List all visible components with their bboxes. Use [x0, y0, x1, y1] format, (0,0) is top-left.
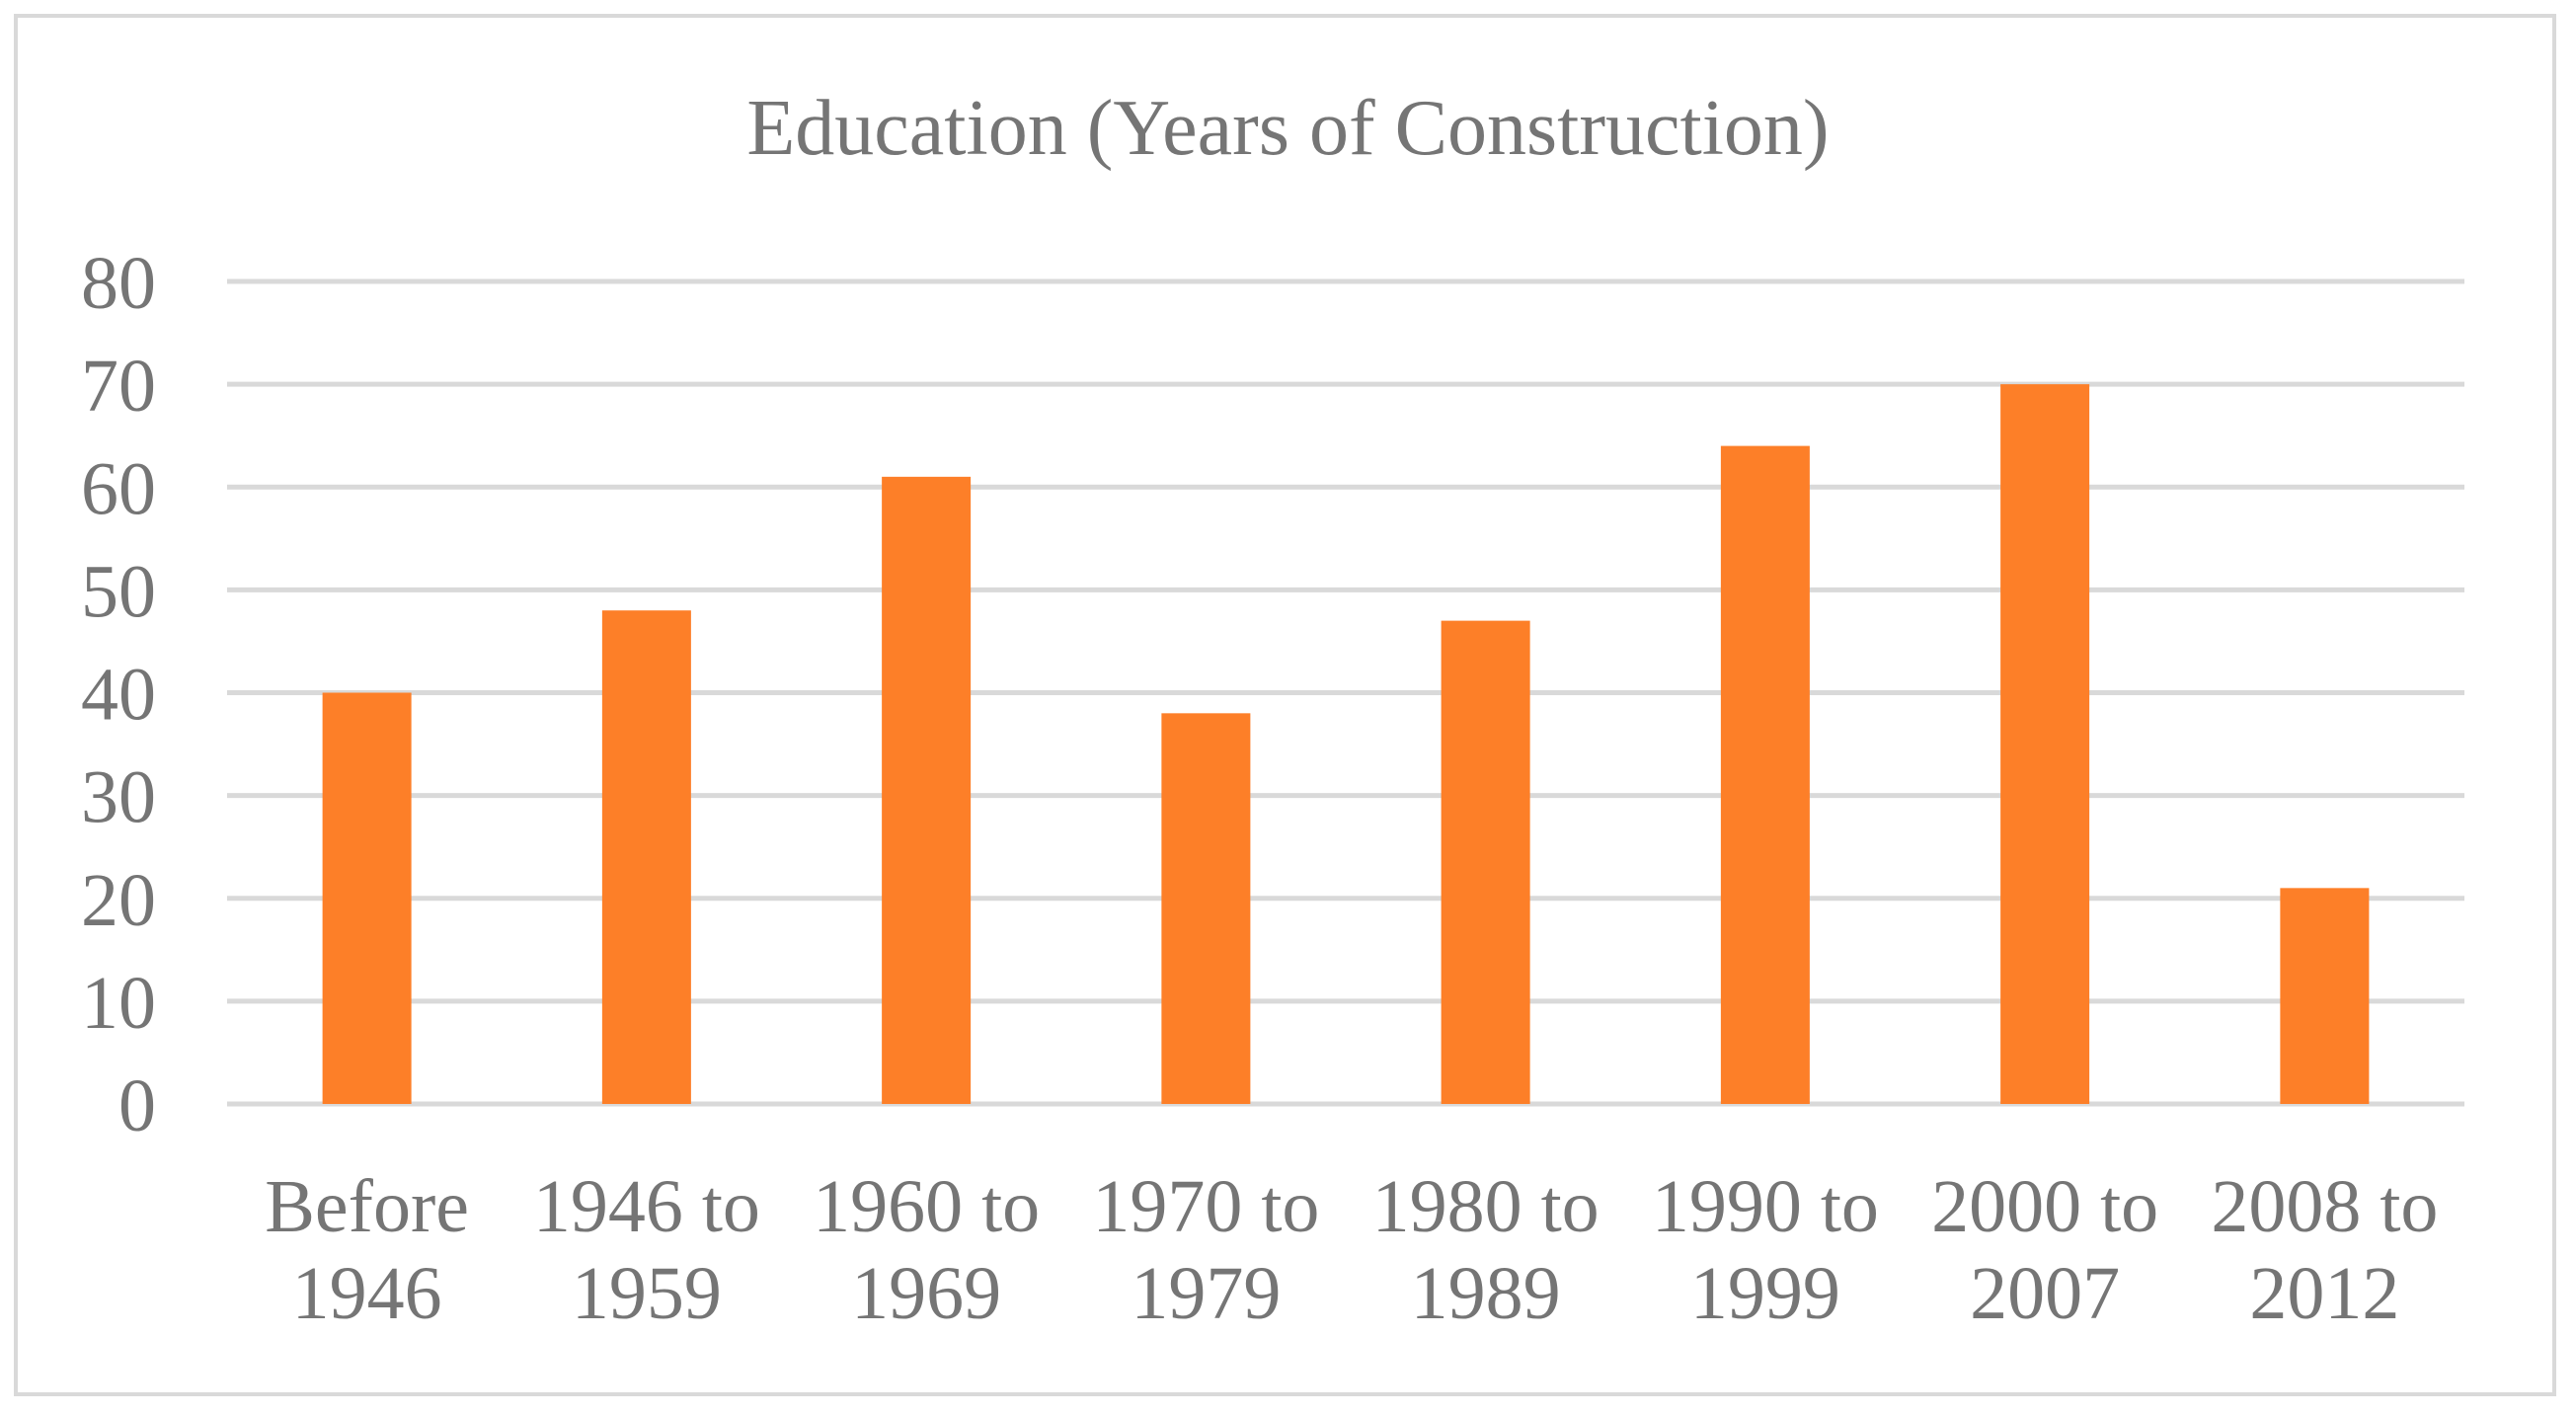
- bar: [1161, 713, 1251, 1104]
- y-tick-label: 40: [81, 654, 156, 737]
- chart-title: Education (Years of Construction): [746, 85, 1830, 172]
- bar: [2280, 888, 2370, 1104]
- gridlines: [227, 278, 2464, 1107]
- x-tick-label: 1970 to 1979: [1092, 1165, 1319, 1335]
- y-tick-label: 20: [81, 859, 156, 942]
- y-axis-ticks: 0 10 20 30 40 50 60 70 80: [81, 242, 156, 1147]
- bar: [601, 610, 691, 1104]
- bar: [882, 476, 972, 1104]
- x-tick-label: Before 1946: [265, 1165, 469, 1335]
- y-tick-label: 70: [81, 345, 156, 428]
- x-tick-label: 1990 to 1999: [1652, 1165, 1879, 1335]
- x-tick-label: 2008 to 2012: [2211, 1165, 2438, 1335]
- x-tick-label: 2000 to 2007: [1931, 1165, 2158, 1335]
- y-tick-label: 0: [118, 1064, 156, 1147]
- x-tick-label: 1980 to 1989: [1372, 1165, 1600, 1335]
- bar: [1441, 620, 1530, 1104]
- chart-frame: [14, 14, 2556, 1396]
- bar: [2000, 384, 2090, 1104]
- y-tick-label: 10: [81, 962, 156, 1045]
- y-tick-label: 50: [81, 550, 156, 633]
- x-axis-ticks: Before 1946 1946 to 1959 1960 to 1969 1970 to 1…: [265, 1165, 2438, 1335]
- bar: [1720, 445, 1810, 1105]
- y-tick-label: 80: [81, 242, 156, 325]
- y-tick-label: 30: [81, 756, 156, 839]
- bars: [322, 384, 2370, 1105]
- y-tick-label: 60: [81, 447, 156, 530]
- x-tick-label: 1946 to 1959: [533, 1165, 760, 1335]
- bar: [322, 692, 412, 1104]
- x-tick-label: 1960 to 1969: [813, 1165, 1040, 1335]
